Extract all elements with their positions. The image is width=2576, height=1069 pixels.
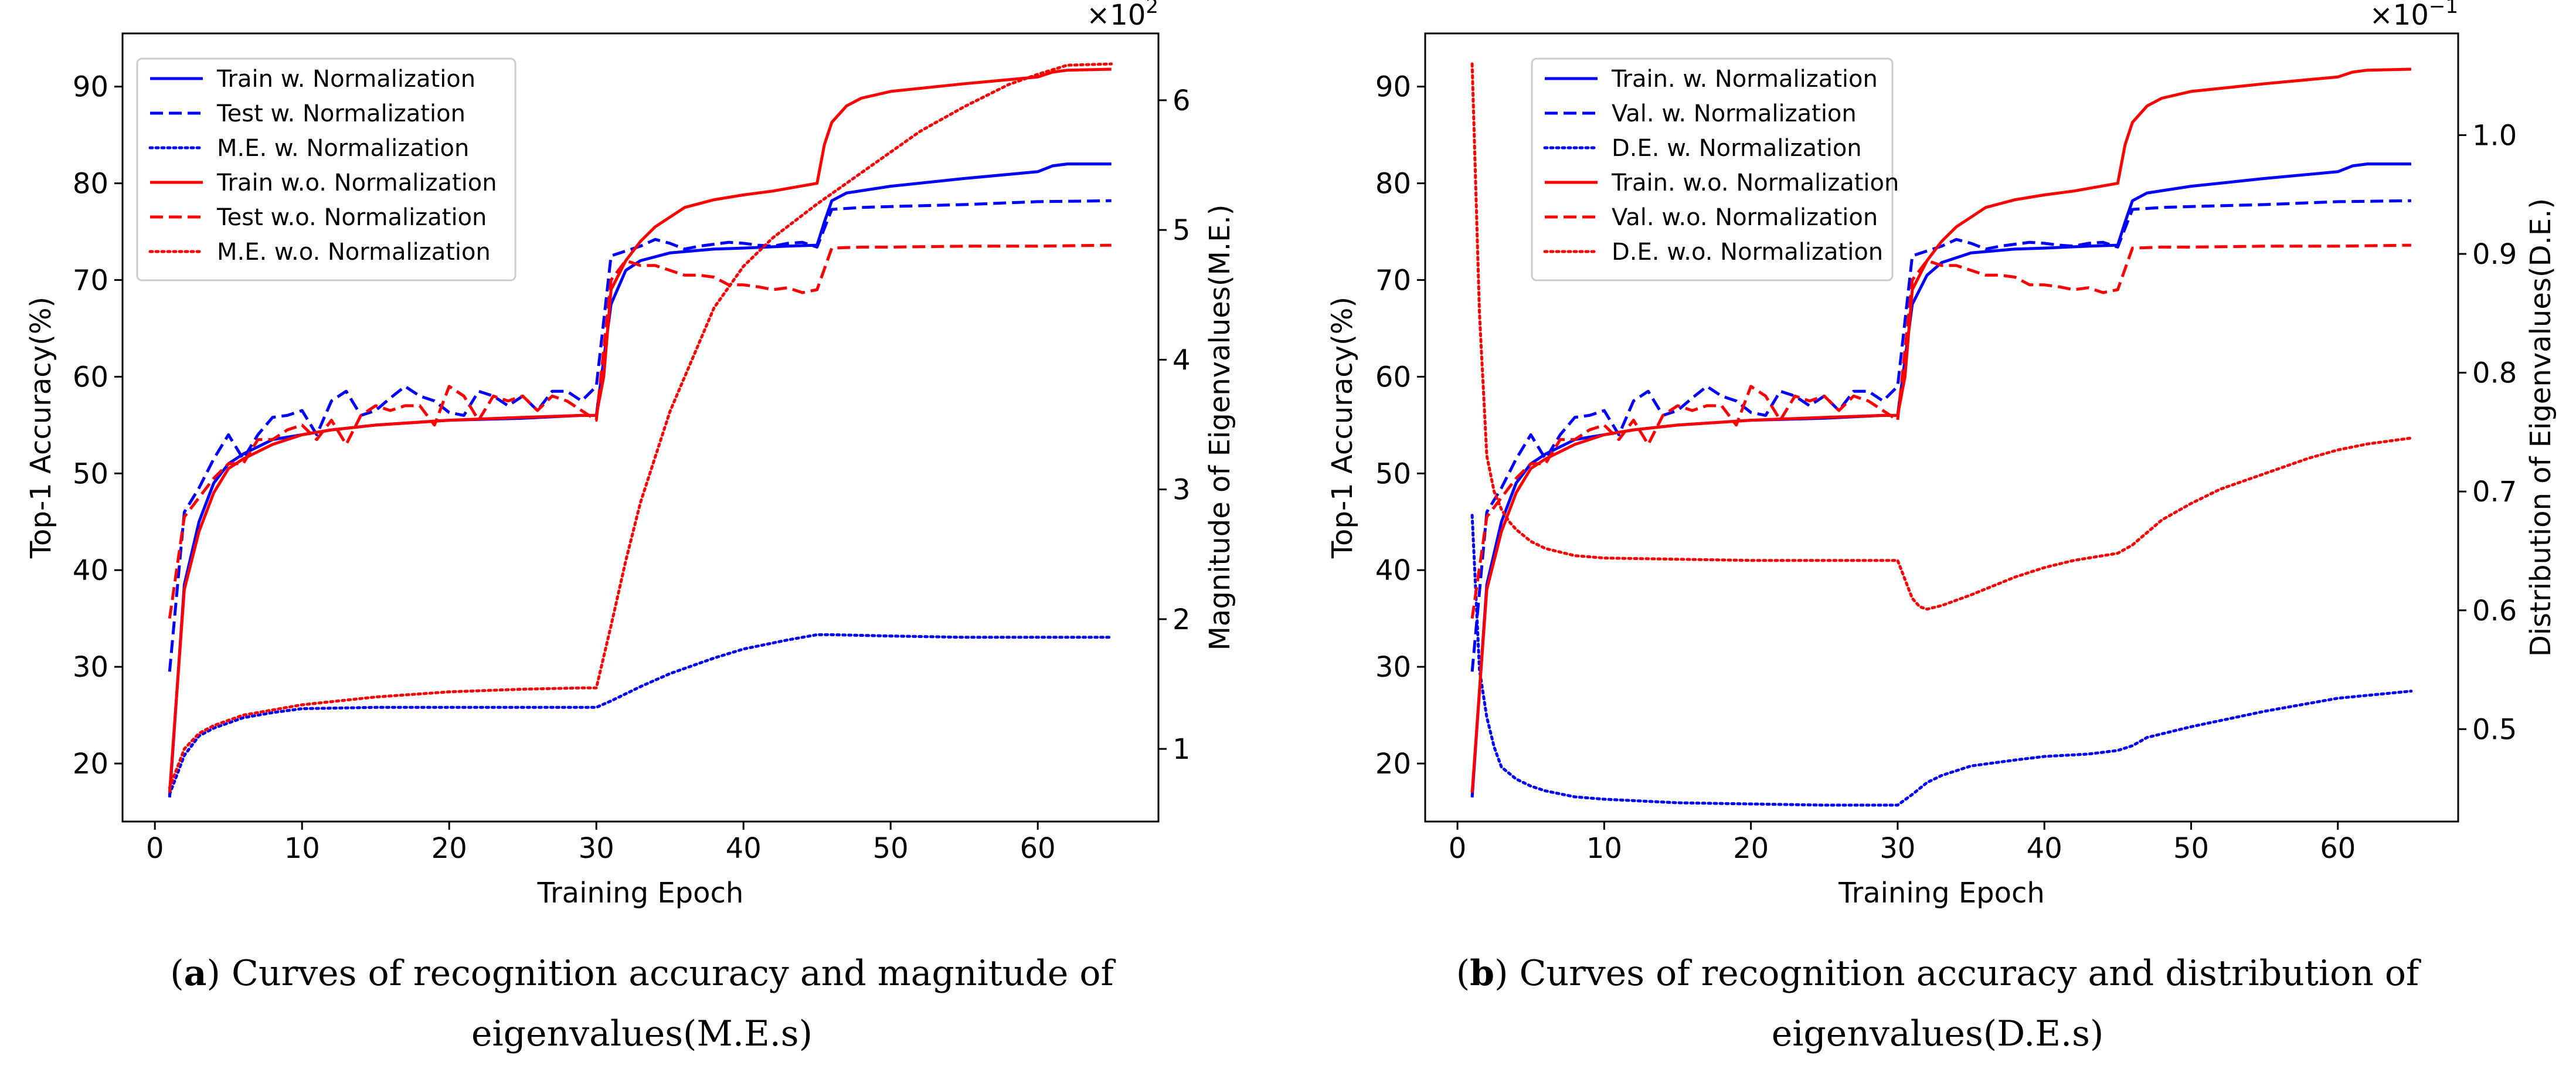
pb-series-line-2 bbox=[1470, 514, 2413, 807]
pb-series-line-4 bbox=[1470, 243, 2411, 619]
pb-y2-multiplier: ×10−1 bbox=[2370, 0, 2458, 32]
pb-y-tick-label-1: 30 bbox=[1375, 651, 1411, 684]
pa-y-tick-label-2: 40 bbox=[73, 554, 108, 587]
pb-x-tick-label-1: 10 bbox=[1586, 832, 1622, 865]
pb-legend-label-1: Val. w. Normalization bbox=[1612, 100, 1857, 127]
caption-b-letter: b bbox=[1470, 953, 1494, 994]
pb-y2-tick-label-5: 1.0 bbox=[2472, 119, 2517, 152]
pb-y2-tick-label-2: 0.7 bbox=[2472, 476, 2517, 508]
panel-b: 0 10 20 30 40 50 60 20 30 40 50 60 70 80 90 0.5 0.6 0.7 0.… bbox=[1326, 0, 2557, 910]
pa-legend-label-2: M.E. w. Normalization bbox=[217, 135, 469, 162]
pa-y-tick-label-7: 90 bbox=[73, 71, 108, 104]
pb-legend-label-5: D.E. w.o. Normalization bbox=[1612, 239, 1883, 266]
pa-series-line-5 bbox=[168, 62, 1113, 789]
pb-legend-box bbox=[1531, 57, 1894, 281]
pb-legend: Train. w. Normalization Val. w. Normaliza… bbox=[1531, 57, 1899, 281]
pa-x-tick-label-0: 0 bbox=[146, 832, 164, 865]
caption-a-line1: (a) Curves of recognition accuracy and m… bbox=[170, 953, 1116, 994]
pa-y-tick-label-0: 20 bbox=[73, 748, 108, 780]
pa-x-tick-label-1: 10 bbox=[284, 832, 320, 865]
panel-a: 0 10 20 30 40 50 60 20 30 40 50 60 70 80 90 1 2 3 4 5 6 Train… bbox=[25, 0, 1236, 910]
caption-a-text1: Curves of recognition accuracy and magni… bbox=[232, 953, 1116, 994]
pa-y2-tick-label-0: 1 bbox=[1173, 733, 1191, 766]
pb-x-axis-label: Training Epoch bbox=[1838, 877, 2045, 910]
pa-legend-box bbox=[136, 57, 516, 281]
pb-y2-tick-label-0: 0.5 bbox=[2472, 713, 2517, 746]
caption-a-letter: a bbox=[184, 953, 207, 994]
pb-series-line-1 bbox=[1470, 199, 2411, 672]
pa-y-tick-label-6: 80 bbox=[73, 168, 108, 201]
pa-y2-tick-label-3: 4 bbox=[1173, 344, 1191, 376]
pa-series-line-1 bbox=[168, 199, 1112, 672]
pb-y2-tick-label-1: 0.6 bbox=[2472, 595, 2517, 627]
pb-y-tick-label-7: 90 bbox=[1375, 71, 1411, 104]
caption-b-line2: eigenvalues(D.E.s) bbox=[1772, 1013, 2104, 1054]
pb-y-tick-label-6: 80 bbox=[1375, 168, 1411, 201]
pb-x-tick-label-3: 30 bbox=[1880, 832, 1915, 865]
pb-series-line-3 bbox=[1470, 67, 2411, 793]
pb-series-line-5 bbox=[1470, 62, 2413, 611]
pa-legend-label-3: Train w.o. Normalization bbox=[216, 169, 497, 196]
pa-y-axis-label: Top-1 Accuracy(%) bbox=[25, 297, 57, 559]
pa-series-line-3 bbox=[168, 67, 1112, 793]
pa-y2-tick-label-5: 6 bbox=[1173, 84, 1191, 117]
pa-y-tick-label-5: 70 bbox=[73, 264, 108, 297]
caption-b-line1: (b) Curves of recognition accuracy and d… bbox=[1456, 953, 2421, 994]
pb-series-group bbox=[1470, 62, 2413, 807]
pa-x-axis-label: Training Epoch bbox=[537, 877, 744, 910]
pa-series-line-4 bbox=[168, 243, 1112, 619]
pa-legend-label-5: M.E. w.o. Normalization bbox=[217, 239, 491, 266]
pb-y-tick-label-4: 60 bbox=[1375, 361, 1411, 393]
pa-series-line-2 bbox=[168, 633, 1113, 796]
pa-y2-tick-label-4: 5 bbox=[1173, 214, 1191, 247]
pb-axes-frame bbox=[1424, 32, 2459, 823]
pa-y2-tick-label-1: 2 bbox=[1173, 603, 1191, 636]
caption-b-text1: Curves of recognition accuracy and distr… bbox=[1520, 953, 2421, 994]
pa-x-tick-label-2: 20 bbox=[431, 832, 467, 865]
pb-legend-label-0: Train. w. Normalization bbox=[1611, 66, 1878, 93]
pa-y2-tick-label-2: 3 bbox=[1173, 474, 1191, 507]
pa-y-tick-label-3: 50 bbox=[73, 457, 108, 490]
pb-legend-label-2: D.E. w. Normalization bbox=[1612, 135, 1862, 162]
pa-x-tick-label-3: 30 bbox=[579, 832, 614, 865]
pb-x-tick-label-4: 40 bbox=[2027, 832, 2062, 865]
pb-y-tick-label-3: 50 bbox=[1375, 457, 1411, 490]
pb-y-tick-label-2: 40 bbox=[1375, 554, 1411, 587]
pb-x-tick-label-0: 0 bbox=[1449, 832, 1467, 865]
pb-x-tick-label-5: 50 bbox=[2173, 832, 2209, 865]
pa-legend-label-0: Train w. Normalization bbox=[216, 66, 475, 93]
pa-y-tick-label-4: 60 bbox=[73, 361, 108, 393]
pa-legend-label-4: Test w.o. Normalization bbox=[216, 204, 487, 231]
pb-y-tick-label-0: 20 bbox=[1375, 748, 1411, 780]
pb-y2-tick-label-3: 0.8 bbox=[2472, 357, 2517, 390]
pb-x-tick-label-2: 20 bbox=[1733, 832, 1769, 865]
pb-y-tick-label-5: 70 bbox=[1375, 264, 1411, 297]
pb-y2-axis-label: Distribution of Eigenvalues(D.E.) bbox=[2524, 198, 2557, 657]
pa-x-tick-label-5: 50 bbox=[873, 832, 909, 865]
pa-y2-axis-label: Magnitude of Eigenvalues(M.E.) bbox=[1204, 205, 1236, 651]
pb-legend-label-4: Val. w.o. Normalization bbox=[1612, 204, 1878, 231]
pa-series-line-0 bbox=[168, 162, 1112, 797]
pb-legend-label-3: Train. w.o. Normalization bbox=[1611, 169, 1899, 196]
pa-x-tick-label-6: 60 bbox=[1020, 832, 1056, 865]
pb-x-tick-label-6: 60 bbox=[2320, 832, 2356, 865]
pa-series-group bbox=[168, 62, 1113, 797]
pa-y2-multiplier: ×102 bbox=[1086, 0, 1158, 32]
pb-y2-tick-label-4: 0.9 bbox=[2472, 238, 2517, 271]
pa-legend: Train w. Normalization Test w. Normalizat… bbox=[136, 57, 516, 281]
pb-y-axis-label: Top-1 Accuracy(%) bbox=[1326, 297, 1359, 559]
caption-a-line2: eigenvalues(M.E.s) bbox=[471, 1013, 813, 1054]
pa-x-tick-label-4: 40 bbox=[726, 832, 762, 865]
pa-axes-frame bbox=[121, 32, 1160, 823]
pb-series-line-0 bbox=[1470, 162, 2411, 797]
pa-legend-label-1: Test w. Normalization bbox=[216, 100, 465, 127]
pa-y-tick-label-1: 30 bbox=[73, 651, 108, 684]
